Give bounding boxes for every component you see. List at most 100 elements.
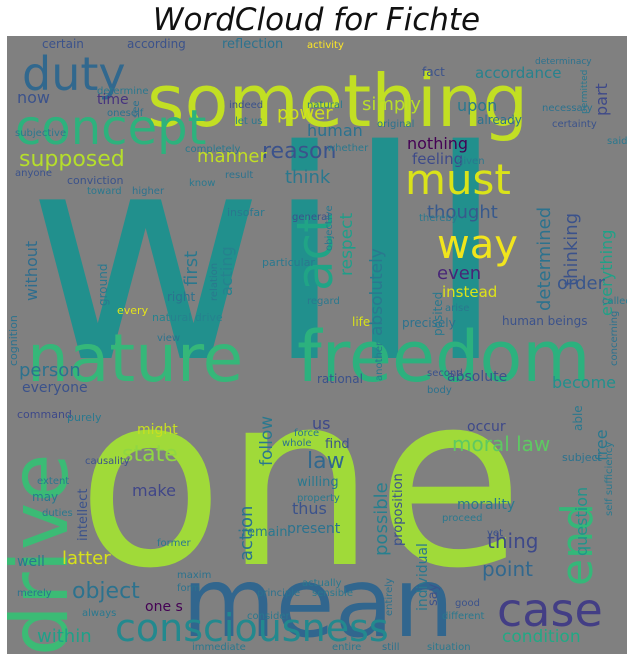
word-within: within bbox=[37, 626, 92, 647]
word-posited: posited bbox=[431, 292, 445, 336]
word-point: point bbox=[482, 557, 533, 581]
word-extent: extent bbox=[37, 476, 69, 487]
word-without: without bbox=[22, 241, 41, 301]
word-feeling: feeling bbox=[412, 150, 463, 168]
word-let-us: let us bbox=[235, 116, 263, 127]
word-whether: whether bbox=[327, 143, 369, 154]
word-reason: reason bbox=[262, 139, 336, 164]
word-conviction: conviction bbox=[67, 174, 123, 187]
word-certainty: certainty bbox=[552, 119, 597, 130]
word-said: said bbox=[607, 136, 627, 147]
word-natural: natural bbox=[307, 100, 343, 111]
word-thus: thus bbox=[292, 499, 327, 518]
word-absolute: absolute bbox=[447, 369, 507, 385]
word-every: every bbox=[117, 304, 149, 317]
word-self-sufficiency: self sufficiency bbox=[604, 442, 615, 516]
word-insofar: insofar bbox=[227, 206, 265, 219]
word-thought: thought bbox=[427, 202, 498, 223]
word-fact: fact bbox=[422, 65, 445, 79]
word-called: called bbox=[602, 296, 627, 307]
word-may: may bbox=[32, 490, 58, 504]
word-one-s: one s bbox=[145, 599, 183, 615]
word-will: will bbox=[27, 90, 506, 427]
word-natural-drive: natural drive bbox=[152, 311, 223, 324]
word-right: right bbox=[167, 290, 195, 304]
word-duties: duties bbox=[42, 508, 73, 519]
word-principle: principle bbox=[257, 588, 300, 599]
word-proceed: proceed bbox=[442, 513, 483, 524]
word-thinking: thinking bbox=[561, 213, 582, 286]
word-body: body bbox=[427, 385, 452, 396]
word-present: present bbox=[287, 521, 341, 537]
word-state: state bbox=[122, 442, 178, 467]
word-now: now bbox=[17, 88, 50, 107]
word-moral-law: moral law bbox=[452, 432, 550, 456]
word-ground: ground bbox=[96, 264, 110, 306]
word-end: end bbox=[552, 503, 603, 586]
word-necessary: necessary bbox=[542, 103, 593, 114]
word-completely: completely bbox=[185, 144, 240, 155]
word-something: something bbox=[147, 59, 528, 143]
word-occur: occur bbox=[467, 419, 506, 435]
word-general: general bbox=[292, 212, 330, 223]
word-first: first bbox=[181, 251, 202, 286]
word-duty: duty bbox=[22, 47, 126, 101]
word-causality: causality bbox=[85, 456, 130, 467]
word-even: even bbox=[437, 263, 481, 284]
word-respect: respect bbox=[337, 212, 357, 276]
word-time: time bbox=[97, 92, 129, 108]
word-subject: subject bbox=[562, 451, 603, 464]
word-another: another bbox=[374, 341, 385, 381]
word-upon: upon bbox=[457, 96, 497, 115]
word-might: might bbox=[137, 422, 178, 438]
word-concerning: concerning bbox=[609, 311, 620, 366]
word-acting: acting bbox=[217, 246, 236, 296]
word-consciousness: consciousness bbox=[115, 606, 389, 650]
word-life: life bbox=[352, 315, 370, 329]
word-one: one bbox=[77, 341, 524, 621]
word-everyone: everyone bbox=[22, 380, 88, 396]
word-manner: manner bbox=[197, 146, 267, 167]
word-object: object bbox=[72, 579, 140, 604]
word-order: order bbox=[557, 273, 606, 294]
word-consider: consider bbox=[247, 611, 290, 622]
word-find: find bbox=[325, 437, 350, 452]
word-merely: merely bbox=[17, 588, 52, 599]
word-concept: concept bbox=[15, 100, 206, 156]
word-according: according bbox=[127, 37, 186, 51]
word-always: always bbox=[82, 608, 116, 619]
word-law: law bbox=[307, 449, 345, 474]
word-given: given bbox=[457, 156, 485, 167]
word-freedom: freedom bbox=[297, 316, 590, 398]
word-instead: instead bbox=[442, 283, 497, 301]
word-mean: mean bbox=[182, 547, 454, 654]
word-think: think bbox=[285, 167, 331, 188]
word-purely: purely bbox=[67, 411, 102, 424]
word-indeed: indeed bbox=[229, 100, 263, 111]
word-regard: regard bbox=[307, 296, 340, 307]
word-well: well bbox=[17, 554, 45, 570]
word-determined: determined bbox=[534, 207, 555, 311]
word-result: result bbox=[225, 170, 253, 181]
word-subjective: subjective bbox=[15, 128, 66, 139]
word-absolutely: absolutely bbox=[367, 248, 387, 336]
word-sensible: sensible bbox=[312, 588, 353, 599]
word-relation: relation bbox=[209, 263, 220, 301]
word-maxim: maxim bbox=[177, 570, 211, 581]
word-particular: particular bbox=[262, 256, 315, 269]
page-title: WordCloud for Fichte bbox=[152, 2, 481, 38]
word-entirely: entirely bbox=[384, 578, 395, 616]
word-must: must bbox=[405, 155, 511, 204]
word-see: see bbox=[131, 100, 142, 118]
word-cognition: cognition bbox=[7, 315, 20, 366]
word-human: human bbox=[307, 121, 363, 140]
word-nothing: nothing bbox=[407, 134, 468, 153]
word-permitted: permitted bbox=[580, 70, 590, 114]
word-whole: whole bbox=[282, 438, 312, 449]
word-higher: higher bbox=[132, 186, 165, 197]
word-willing: willing bbox=[297, 475, 339, 490]
word-able: able bbox=[571, 405, 585, 431]
word-form: form bbox=[177, 583, 200, 594]
word-situation: situation bbox=[427, 642, 471, 653]
word-actually: actually bbox=[302, 578, 342, 589]
